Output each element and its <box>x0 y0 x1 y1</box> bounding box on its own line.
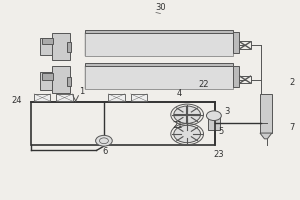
Bar <box>34 94 50 101</box>
Text: 1: 1 <box>79 87 84 96</box>
Circle shape <box>96 135 112 146</box>
Text: 30: 30 <box>155 3 166 12</box>
Bar <box>52 66 70 93</box>
Bar <box>260 94 272 133</box>
Text: 23: 23 <box>213 150 224 159</box>
Text: 5: 5 <box>218 127 224 136</box>
Bar <box>85 63 233 66</box>
Bar <box>67 77 71 86</box>
Bar <box>41 73 53 80</box>
Text: 22: 22 <box>198 80 209 89</box>
Bar <box>208 115 220 130</box>
Circle shape <box>174 125 200 143</box>
Bar <box>67 42 71 52</box>
Circle shape <box>174 106 200 123</box>
Text: 6: 6 <box>103 147 108 156</box>
Bar <box>239 41 251 49</box>
Text: 7: 7 <box>290 123 295 132</box>
Bar <box>52 33 70 60</box>
Bar <box>31 102 215 145</box>
Bar <box>41 38 53 44</box>
Bar <box>85 30 233 33</box>
Text: 2: 2 <box>290 78 295 87</box>
Bar <box>233 66 239 87</box>
Bar <box>131 94 147 101</box>
Bar <box>239 76 251 83</box>
Text: 4: 4 <box>177 89 182 98</box>
Bar <box>108 94 125 101</box>
Text: 3: 3 <box>224 107 230 116</box>
Bar <box>85 66 233 89</box>
Text: 24: 24 <box>11 96 22 105</box>
Bar <box>40 38 52 55</box>
Circle shape <box>206 111 221 121</box>
Bar <box>233 32 239 53</box>
Text: 21: 21 <box>172 121 183 130</box>
Bar <box>56 94 73 101</box>
Polygon shape <box>260 133 272 139</box>
Bar <box>40 72 52 90</box>
Bar <box>85 33 233 56</box>
